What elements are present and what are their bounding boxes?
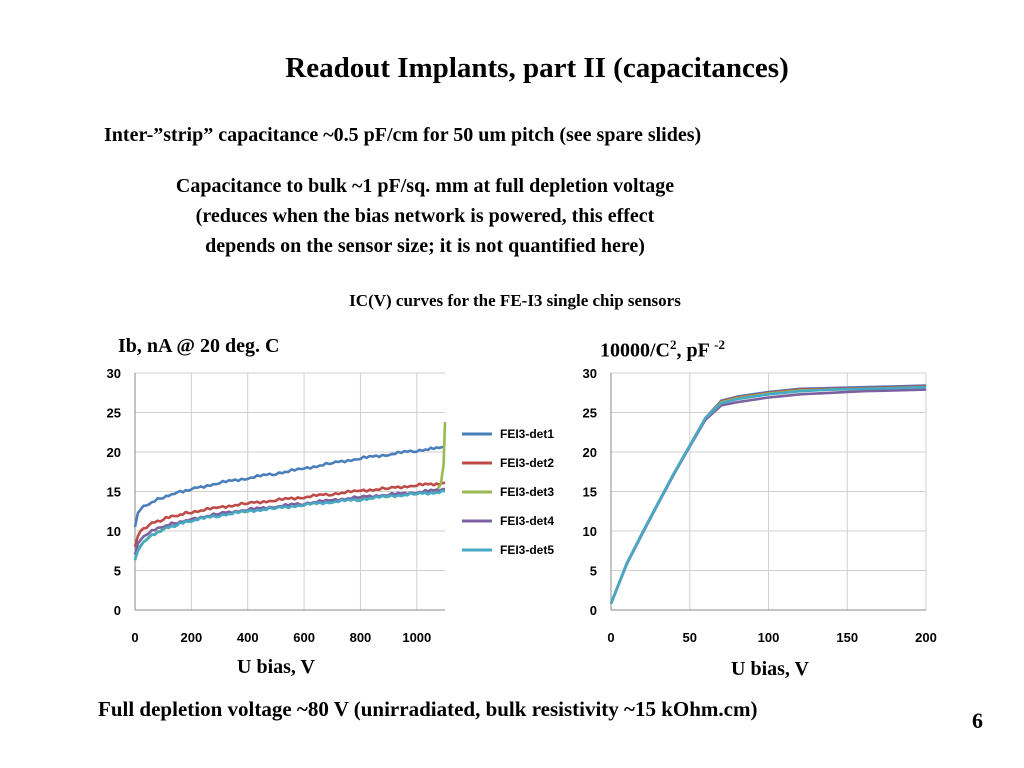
- x-tick-label: 0: [131, 630, 138, 645]
- legend-label: FEI3-det2: [500, 456, 554, 470]
- x-tick-label: 100: [758, 630, 780, 645]
- inter-strip-capacitance-text: Inter-”strip” capacitance ~0.5 pF/cm for…: [104, 124, 702, 146]
- x-tick-label: 400: [237, 630, 259, 645]
- y-tick-label: 5: [114, 564, 121, 579]
- y-tick-label: 10: [583, 524, 597, 539]
- x-tick-label: 200: [181, 630, 203, 645]
- legend-label: FEI3-det4: [500, 514, 554, 528]
- right-ylabel-exp: 2: [670, 337, 677, 352]
- chart-caption: IC(V) curves for the FE-I3 single chip s…: [349, 291, 681, 310]
- series-line-FEI3-det5: [133, 489, 446, 561]
- right-ylabel-unit-exp: -2: [714, 337, 725, 352]
- legend-label: FEI3-det3: [500, 485, 554, 499]
- x-tick-label: 1000: [402, 630, 431, 645]
- y-tick-label: 0: [590, 603, 597, 618]
- x-tick-label: 0: [607, 630, 614, 645]
- x-tick-label: 600: [293, 630, 315, 645]
- left-chart-ylabel: Ib, nA @ 20 deg. C: [118, 335, 280, 357]
- y-tick-label: 25: [107, 406, 121, 421]
- page-number: 6: [972, 708, 983, 733]
- series-line-FEI3-det1: [133, 445, 446, 528]
- series-line-FEI3-det5: [609, 385, 927, 605]
- slide-title: Readout Implants, part II (capacitances): [285, 52, 789, 84]
- legend-label: FEI3-det5: [500, 543, 554, 557]
- left-chart-xlabel: U bias, V: [237, 656, 315, 678]
- footer-text: Full depletion voltage ~80 V (unirradiat…: [98, 697, 758, 721]
- x-tick-label: 200: [915, 630, 937, 645]
- series-line-FEI3-det2: [133, 481, 446, 548]
- x-tick-label: 50: [683, 630, 697, 645]
- right-ylabel-main: 10000/C: [600, 339, 670, 362]
- y-tick-label: 20: [107, 445, 121, 460]
- bulk-capacitance-line-3: depends on the sensor size; it is not qu…: [205, 235, 645, 257]
- y-tick-label: 25: [583, 406, 597, 421]
- y-tick-label: 5: [590, 564, 597, 579]
- y-tick-label: 10: [107, 524, 121, 539]
- bulk-capacitance-text: Capacitance to bulk ~1 pF/sq. mm at full…: [95, 171, 755, 261]
- y-tick-label: 30: [107, 366, 121, 381]
- y-tick-label: 0: [114, 603, 121, 618]
- y-tick-label: 15: [107, 485, 121, 500]
- y-tick-label: 15: [583, 485, 597, 500]
- y-tick-label: 30: [583, 366, 597, 381]
- right-chart-xlabel: U bias, V: [731, 658, 809, 680]
- bulk-capacitance-line-2: (reduces when the bias network is powere…: [195, 205, 655, 227]
- bulk-capacitance-line-1: Capacitance to bulk ~1 pF/sq. mm at full…: [175, 175, 675, 197]
- right-ylabel-unit: , pF: [676, 339, 710, 362]
- x-tick-label: 800: [350, 630, 372, 645]
- right-chart-ylabel: 10000/C2, pF -2: [600, 337, 725, 363]
- y-tick-label: 20: [583, 445, 597, 460]
- x-tick-label: 150: [836, 630, 858, 645]
- legend-label: FEI3-det1: [500, 427, 554, 441]
